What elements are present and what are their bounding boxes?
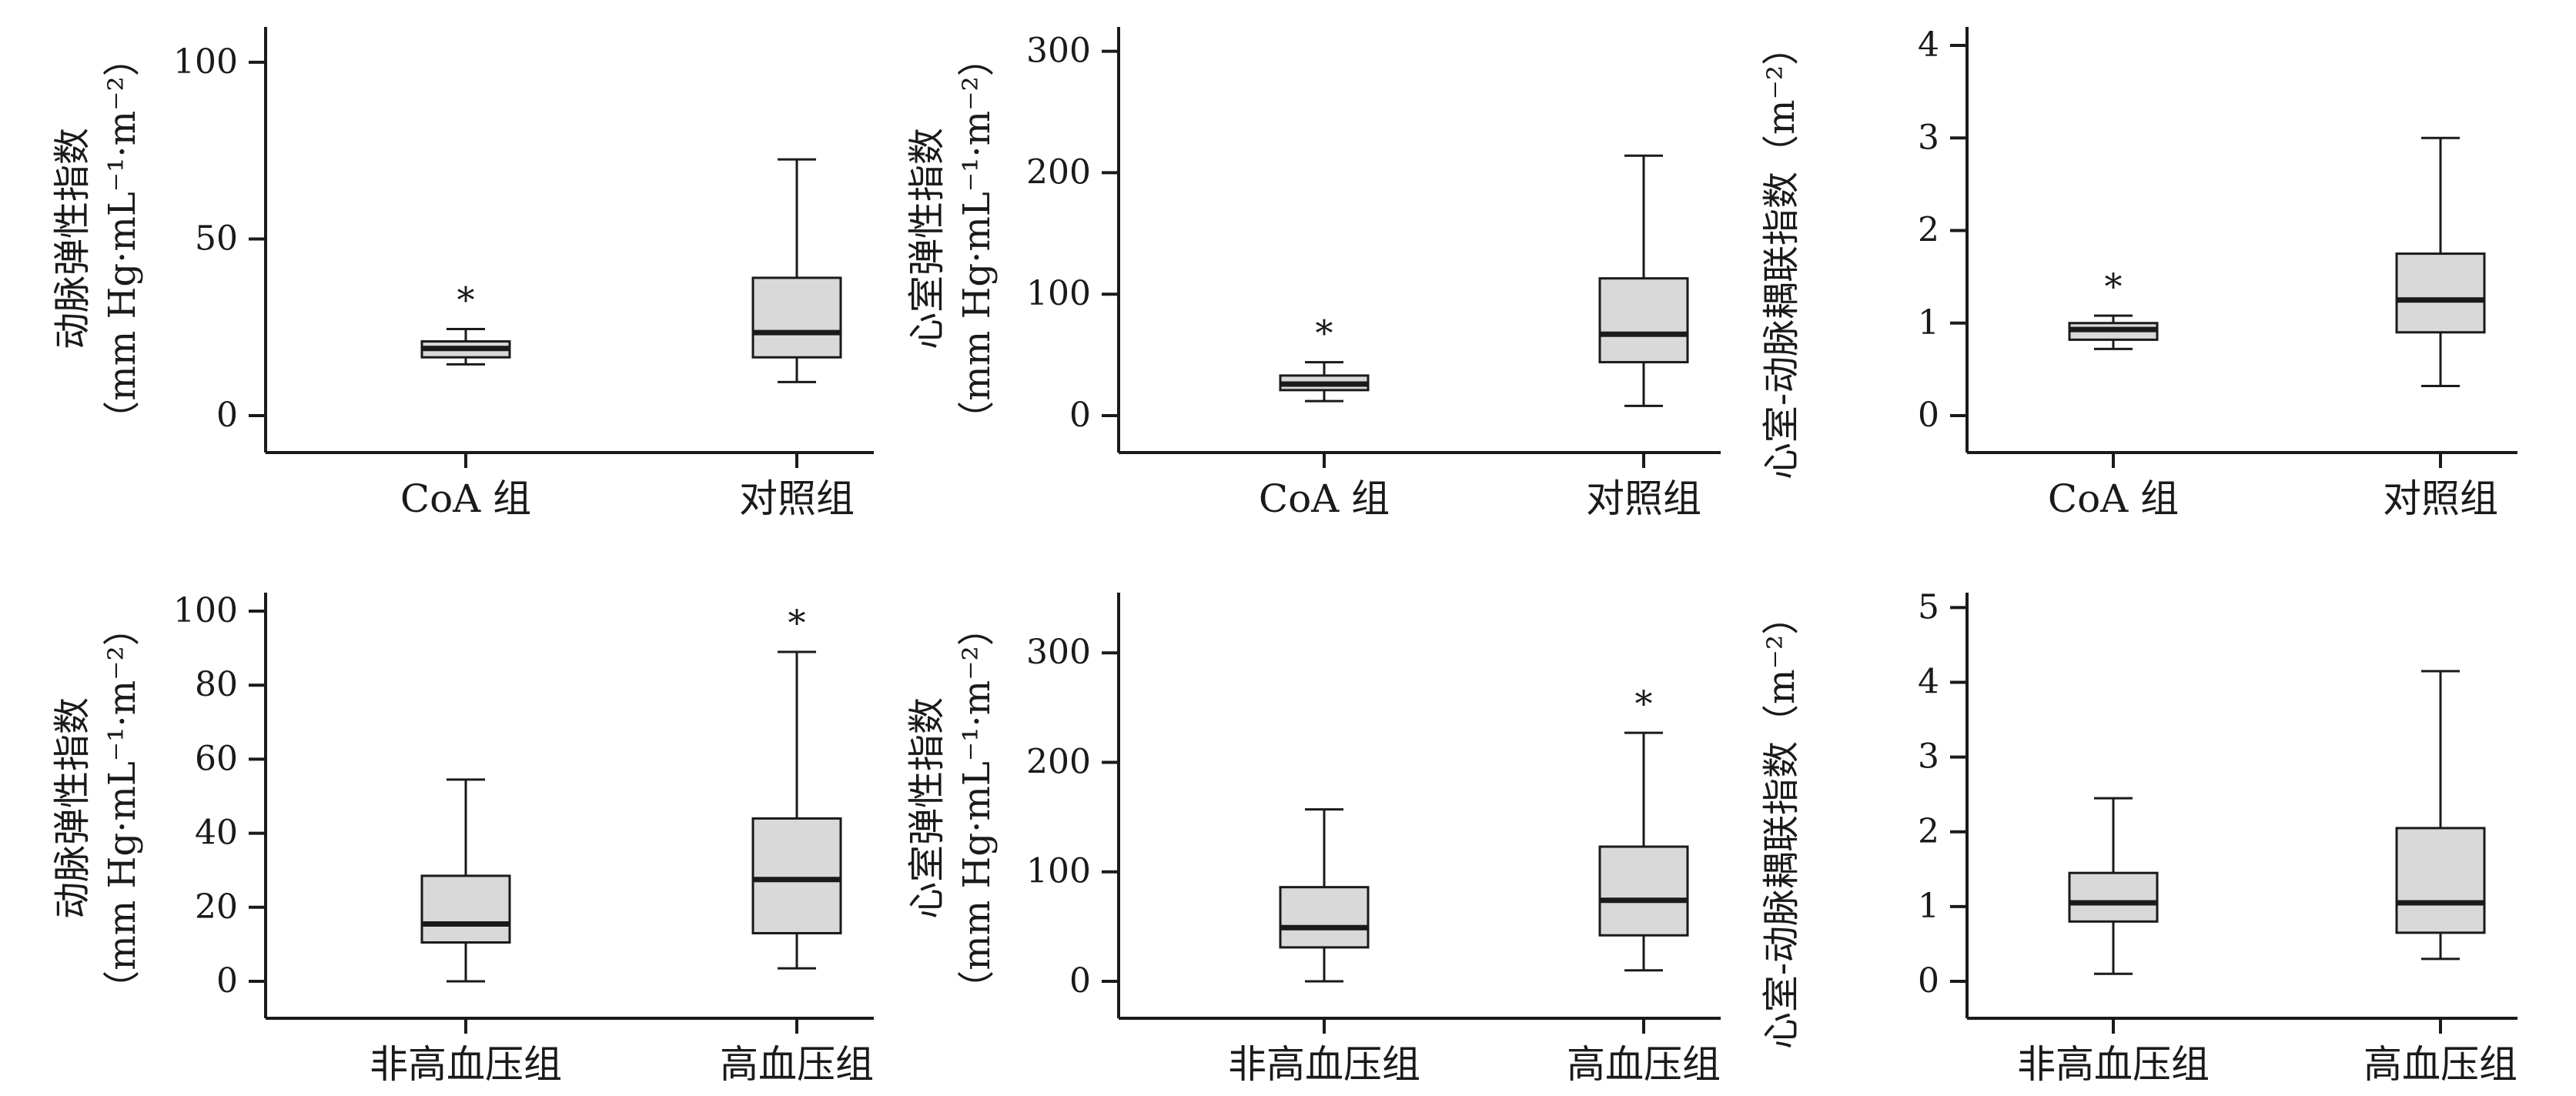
iqr-box: [420, 874, 511, 944]
y-axis-label: 心室弹性指数: [905, 697, 948, 919]
iqr-box: [2395, 827, 2486, 934]
x-category-label: CoA 组: [2048, 476, 2179, 521]
y-tick-label: 40: [195, 814, 238, 853]
y-axis-label: （mm Hg·mL⁻¹·m⁻²）: [955, 609, 999, 1007]
y-tick-label: 200: [1026, 742, 1091, 781]
x-category-label: 高血压组: [720, 1042, 874, 1087]
box-plot-2: *: [751, 602, 842, 970]
significance-marker: *: [1316, 312, 1333, 354]
box-plot-1: *: [2068, 266, 2159, 350]
y-tick-label: 20: [195, 887, 238, 927]
box-plot-2: [2395, 670, 2486, 961]
y-axis-label: （mm Hg·mL⁻¹·m⁻²）: [955, 39, 999, 437]
y-axis-label: （mm Hg·mL⁻¹·m⁻²）: [101, 609, 144, 1007]
box-plot-1: [1279, 808, 1370, 983]
y-tick-label: 3: [1918, 737, 1939, 777]
x-category-label: 非高血压组: [2017, 1042, 2210, 1087]
x-category-label: 对照组: [1586, 476, 1701, 521]
y-axis-label: 心室-动脉耦联指数（m⁻²）: [1760, 598, 1803, 1049]
box-plot-1: [2068, 797, 2159, 975]
y-axis-label: 心室-动脉耦联指数（m⁻²）: [1760, 28, 1803, 480]
y-tick-label: 2: [1918, 211, 1939, 250]
significance-marker: *: [457, 279, 475, 321]
x-category-label: CoA 组: [400, 476, 531, 521]
x-category-label: 非高血压组: [1228, 1042, 1420, 1087]
y-tick-label: 0: [216, 396, 238, 435]
y-tick-label: 200: [1026, 152, 1091, 192]
iqr-box: [1598, 277, 1689, 364]
y-tick-label: 2: [1918, 812, 1939, 851]
iqr-box: [2068, 871, 2159, 923]
x-category-label: 非高血压组: [370, 1042, 562, 1087]
significance-marker: *: [1635, 683, 1653, 724]
y-axis-label: （mm Hg·mL⁻¹·m⁻²）: [101, 39, 144, 437]
significance-marker: *: [788, 602, 806, 643]
iqr-box: [2395, 252, 2486, 334]
y-tick-label: 0: [1069, 961, 1091, 1001]
y-tick-label: 5: [1918, 587, 1939, 627]
iqr-box: [1279, 886, 1370, 949]
iqr-box: [1598, 845, 1689, 937]
y-tick-label: 0: [1069, 396, 1091, 435]
iqr-box: [751, 276, 842, 359]
panel-arterial-elastance-coa: 0 50 100 CoA 组 对照组 动脉弹性指数 （mm Hg·mL⁻¹·m⁻²） *: [51, 27, 874, 521]
x-category-label: 对照组: [2383, 476, 2498, 521]
y-axis-label: 动脉弹性指数: [51, 697, 94, 919]
x-category-label: CoA 组: [1259, 476, 1390, 521]
y-tick-label: 50: [195, 219, 238, 258]
y-tick-label: 100: [173, 42, 238, 82]
y-tick-label: 4: [1918, 663, 1939, 702]
x-category-label: 高血压组: [1567, 1042, 1721, 1087]
box-plot-1: [420, 778, 511, 983]
panel-arterial-elastance-hypertension: 0 20 40 60 80 100 非高血压组 高血压组 动脉弹性指数 （mm Hg·mL⁻¹·m…: [51, 591, 874, 1087]
y-tick-label: 300: [1026, 32, 1091, 71]
y-tick-label: 0: [1918, 961, 1939, 1001]
x-category-label: 高血压组: [2364, 1042, 2517, 1087]
y-tick-label: 1: [1918, 303, 1939, 342]
x-category-label: 对照组: [739, 476, 855, 521]
y-tick-label: 100: [173, 591, 238, 630]
y-tick-label: 80: [195, 665, 238, 704]
panel-coupling-index-hypertension: 0 1 2 3 4 5 非高血压组 高血压组 心室-动脉耦联指数（m⁻²）: [1760, 587, 2517, 1087]
panel-ventricular-elastance-hypertension: 0 100 200 300 非高血压组 高血压组 心室弹性指数 （mm Hg·mL⁻¹·m⁻²…: [905, 593, 1721, 1087]
y-tick-label: 100: [1026, 274, 1091, 313]
y-tick-label: 0: [1918, 396, 1939, 435]
y-tick-label: 0: [216, 961, 238, 1001]
box-plot-1: *: [420, 279, 511, 366]
y-tick-label: 60: [195, 739, 238, 778]
y-axis-label: 心室弹性指数: [905, 128, 948, 349]
panel-coupling-index-coa: 0 1 2 3 4 CoA 组 对照组 心室-动脉耦联指数（m⁻²） *: [1760, 25, 2517, 521]
significance-marker: *: [2105, 266, 2123, 307]
box-plot-2: *: [1598, 683, 1689, 972]
y-tick-label: 1: [1918, 887, 1939, 926]
y-tick-label: 4: [1918, 25, 1939, 65]
y-tick-label: 100: [1026, 852, 1091, 891]
box-plot-2: [2395, 136, 2486, 388]
box-plot-2: [751, 158, 842, 383]
panel-ventricular-elastance-coa: 0 100 200 300 CoA 组 对照组 心室弹性指数 （mm Hg·mL⁻¹·m⁻²）…: [905, 27, 1721, 521]
box-plot-1: *: [1279, 312, 1370, 403]
y-tick-label: 300: [1026, 633, 1091, 672]
y-tick-label: 3: [1918, 118, 1939, 157]
y-axis-label: 动脉弹性指数: [51, 128, 94, 349]
box-plot-2: [1598, 154, 1689, 407]
iqr-box: [751, 817, 842, 934]
